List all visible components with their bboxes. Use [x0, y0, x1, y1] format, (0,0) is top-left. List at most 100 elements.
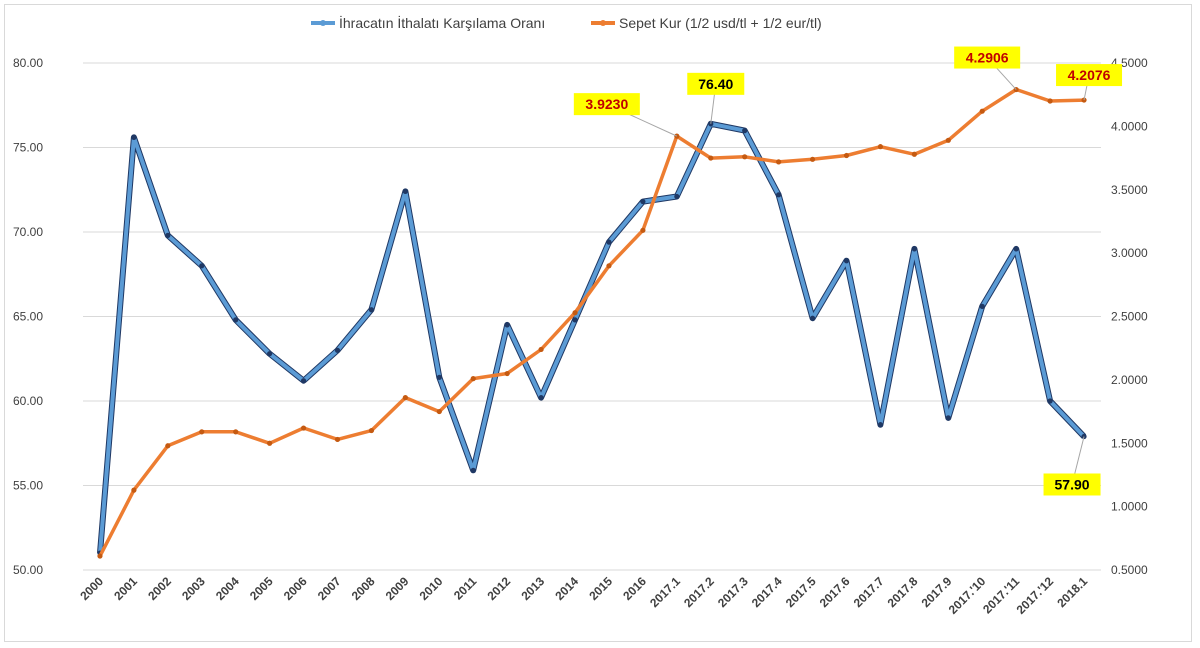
callout-box [573, 93, 640, 116]
callout-3.9230: 3.9230 [573, 93, 678, 137]
right-axis-tick-label: 2.5000 [1111, 310, 1148, 324]
data-point [300, 378, 307, 384]
x-axis-tick-label: 2008 [349, 574, 378, 603]
data-point [606, 239, 612, 245]
right-axis-tick-label: 4.0000 [1111, 119, 1148, 133]
legend: İhracatın İthalatı Karşılama Oranı Sepet… [311, 14, 822, 31]
left-axis-tick-label: 80.00 [13, 56, 43, 70]
data-point [572, 317, 578, 323]
callout-box [1043, 473, 1101, 496]
x-axis-tick-label: 2017.3 [715, 574, 751, 610]
series-lines [97, 86, 1087, 559]
data-point [742, 128, 748, 134]
x-axis-tick-label: 2017.6 [817, 574, 853, 610]
data-point [267, 440, 273, 446]
data-point [945, 415, 951, 421]
left-axis-tick-label: 55.00 [13, 479, 43, 493]
data-point [504, 370, 510, 377]
callout-label: 57.90 [1055, 476, 1090, 492]
data-point [233, 429, 239, 435]
series-line [98, 87, 1085, 557]
left-axis-tick-label: 60.00 [13, 394, 43, 408]
callout-4.2076: 4.2076 [1056, 64, 1123, 101]
data-point [911, 151, 917, 157]
x-axis-tick-label: 2017.7 [851, 574, 887, 610]
callout-4.2906: 4.2906 [954, 46, 1021, 90]
data-point [504, 322, 510, 328]
data-point [97, 553, 103, 559]
x-axis-tick-label: 2017.4 [749, 574, 785, 610]
x-axis-tick-label: 2016 [620, 574, 649, 603]
callout-box [1056, 64, 1123, 87]
x-axis: 2000 2001 2002 2003 2004 2005 2006 2007 2008 2009… [77, 569, 1101, 617]
legend-entry-ratio: İhracatın İthalatı Karşılama Oranı [311, 14, 545, 31]
x-axis-tick-label: 2002 [145, 574, 174, 603]
callout-box [687, 72, 745, 95]
data-point [843, 152, 850, 159]
x-axis-tick-label: 2004 [213, 574, 242, 603]
data-point [945, 137, 951, 143]
gridlines [83, 62, 1101, 571]
data-point [877, 422, 884, 428]
x-axis-tick-label: 2012 [485, 574, 514, 603]
left-y-axis: 50.00 55.00 60.00 65.00 70.00 75.00 80.00 [13, 56, 43, 577]
data-point [843, 258, 850, 264]
x-axis-tick-label: 2017.1 [647, 574, 683, 610]
x-axis-tick-label: 2018.1 [1054, 574, 1090, 610]
right-axis-tick-label: 3.5000 [1111, 183, 1148, 197]
callout-57.90: 57.90 [1043, 436, 1101, 496]
callout-label: 3.9230 [585, 96, 628, 112]
series-ratio [97, 120, 1087, 556]
x-axis-tick-label: 2015 [586, 574, 615, 603]
x-axis-tick-label: 2011 [451, 574, 480, 603]
data-point [267, 351, 273, 357]
legend-label-ratio: İhracatın İthalatı Karşılama Oranı [339, 14, 545, 31]
data-point [402, 395, 408, 401]
data-point [674, 133, 680, 139]
data-point [674, 193, 680, 200]
data-point [809, 156, 816, 162]
x-axis-tick-label: 2017.2 [681, 574, 717, 610]
callout-label: 76.40 [698, 76, 733, 92]
data-point [131, 487, 137, 493]
data-point [1047, 398, 1053, 404]
x-axis-tick-label: 2005 [247, 574, 276, 603]
x-axis-tick-label: 2017.5 [783, 574, 819, 610]
x-axis-tick-label: 2003 [179, 574, 208, 603]
x-axis-tick-label: 2014 [552, 574, 581, 603]
chart-frame: 50.00 55.00 60.00 65.00 70.00 75.00 80.00 0.50… [4, 4, 1192, 642]
line-chart: 50.00 55.00 60.00 65.00 70.00 75.00 80.00 0.50… [13, 14, 1148, 617]
data-point [368, 427, 375, 434]
left-axis-tick-label: 50.00 [13, 563, 43, 577]
data-point [606, 263, 612, 269]
data-point [300, 425, 307, 431]
callout-76.40: 76.40 [687, 72, 745, 124]
data-point [776, 192, 782, 198]
x-axis-tick-label: 2013 [518, 574, 547, 603]
callout-label: 4.2906 [966, 50, 1009, 66]
callout-label: 4.2076 [1068, 67, 1111, 83]
data-point [436, 408, 442, 415]
data-point [402, 188, 408, 195]
data-point [165, 232, 171, 238]
data-point [742, 154, 748, 160]
data-point [1047, 98, 1053, 104]
x-axis-tick-label: 2007 [315, 574, 344, 603]
right-axis-tick-label: 2.0000 [1111, 373, 1148, 387]
data-point [979, 303, 985, 309]
series-line [98, 121, 1086, 554]
data-point [436, 374, 442, 380]
data-point [640, 227, 646, 233]
data-point [334, 436, 341, 443]
data-point [470, 467, 476, 473]
data-point [1013, 246, 1019, 252]
data-point [979, 108, 985, 114]
data-point [165, 443, 171, 449]
data-point [470, 376, 476, 382]
data-point [877, 144, 884, 150]
left-axis-tick-label: 65.00 [13, 310, 43, 324]
data-point [572, 310, 578, 316]
x-axis-tick-label: 2017.8 [885, 574, 921, 610]
data-point [334, 347, 341, 353]
data-point [131, 134, 137, 140]
